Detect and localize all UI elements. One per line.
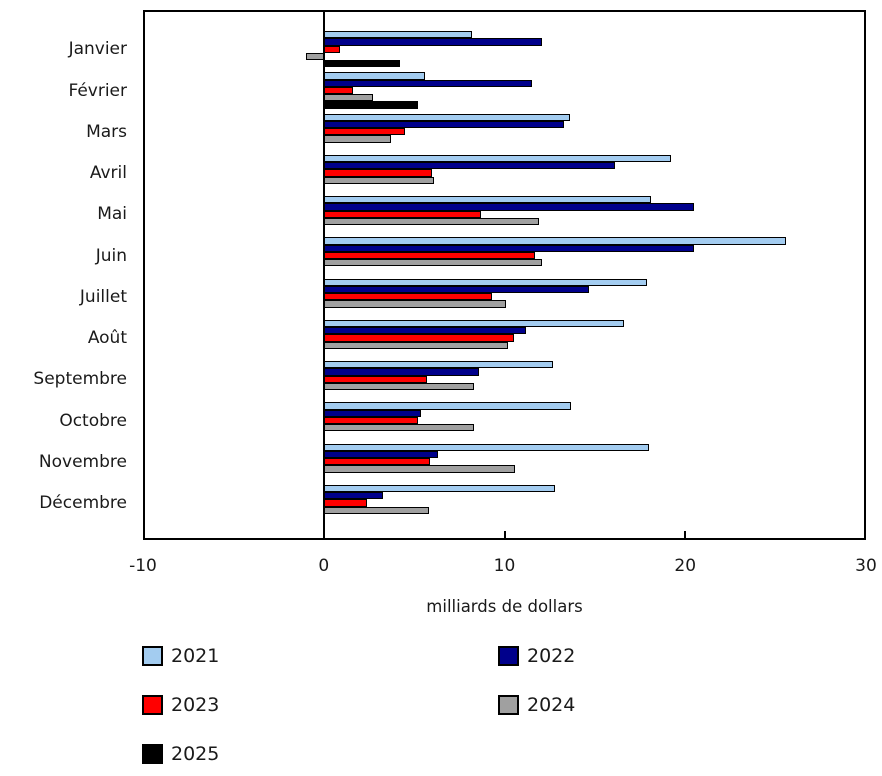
bar-2022-Juin — [323, 244, 695, 252]
bar-2023-Octobre — [323, 416, 418, 425]
bar-2022-Juillet — [323, 285, 590, 294]
x-tick-label-10: 10 — [493, 556, 516, 576]
legend-label-2025: 2025 — [171, 743, 220, 765]
bar-2022-Avril — [323, 162, 615, 170]
legend-swatch-2025 — [142, 744, 163, 764]
bar-2022-Mars — [323, 120, 565, 129]
bar-2023-Avril — [323, 169, 433, 177]
bar-2023-Septembre — [323, 375, 427, 383]
bar-2024-Mai — [323, 217, 539, 226]
bar-2021-Juillet — [323, 278, 648, 286]
bar-2022-Janvier — [323, 38, 543, 46]
y-axis-label-Janvier: Janvier — [68, 39, 127, 60]
y-axis-label-Avril: Avril — [89, 163, 127, 183]
x-axis-title: milliards de dollars — [426, 597, 583, 616]
bar-2023-Août — [323, 334, 514, 342]
bar-2023-Mars — [323, 128, 406, 136]
zero-axis-line — [322, 10, 325, 540]
x-tick-label-30: 30 — [855, 556, 877, 576]
bar-2024-Juillet — [323, 300, 507, 308]
bar-2021-Avril — [323, 154, 671, 163]
bar-2022-Mai — [323, 203, 695, 211]
bar-2022-Décembre — [323, 492, 384, 500]
bar-2025-Janvier — [323, 60, 400, 68]
bar-2021-Août — [323, 319, 624, 328]
bar-2022-Août — [323, 327, 527, 335]
plot-area — [143, 10, 866, 540]
legend-swatch-2021 — [142, 646, 163, 666]
bar-2022-Octobre — [323, 409, 422, 417]
y-axis-label-Juillet: Juillet — [79, 286, 127, 307]
plot-border — [143, 10, 866, 540]
bar-2024-Décembre — [323, 506, 429, 514]
bar-2023-Décembre — [323, 499, 368, 507]
bar-2024-Mars — [323, 135, 391, 143]
bar-2021-Décembre — [323, 484, 556, 493]
y-axis-label-Septembre: Septembre — [33, 369, 127, 390]
legend-label-2021: 2021 — [171, 645, 220, 667]
y-axis-label-Février: Février — [68, 80, 127, 101]
legend-label-2022: 2022 — [527, 645, 576, 667]
bar-2021-Mars — [323, 113, 570, 121]
bar-2021-Février — [323, 72, 425, 80]
x-tick-label--10: -10 — [129, 556, 157, 576]
bar-2024-Octobre — [323, 424, 474, 432]
bar-2022-Septembre — [323, 368, 480, 376]
bar-2021-Octobre — [323, 402, 572, 410]
bar-2022-Novembre — [323, 450, 438, 459]
bar-2023-Février — [323, 86, 353, 95]
legend-swatch-2024 — [498, 695, 519, 715]
bar-2024-Avril — [323, 176, 434, 184]
bar-2023-Juillet — [323, 293, 492, 301]
bar-2024-Janvier — [305, 52, 324, 61]
legend-swatch-2022 — [498, 646, 519, 666]
bar-2024-Juin — [323, 259, 543, 267]
bar-2023-Juin — [323, 251, 536, 260]
bar-2023-Janvier — [323, 45, 341, 53]
x-tick-mark-20 — [684, 531, 687, 538]
legend-swatch-2023 — [142, 695, 163, 715]
bar-2024-Août — [323, 341, 509, 349]
bar-2023-Novembre — [323, 458, 431, 466]
y-axis-label-Juin: Juin — [95, 245, 127, 266]
y-axis-label-Novembre: Novembre — [38, 451, 127, 472]
bar-2021-Janvier — [323, 31, 472, 39]
y-axis-label-Mai: Mai — [97, 204, 127, 225]
y-axis-label-Mars: Mars — [86, 121, 127, 142]
bar-2023-Mai — [323, 210, 481, 218]
y-axis-label-Octobre: Octobre — [59, 410, 127, 431]
bar-2024-Février — [323, 94, 373, 102]
y-axis-label-Août: Août — [87, 328, 127, 348]
x-tick-label-0: 0 — [318, 556, 330, 576]
bar-2024-Novembre — [323, 465, 516, 473]
bar-2021-Mai — [323, 196, 651, 204]
x-tick-label-20: 20 — [674, 556, 697, 576]
bar-2021-Septembre — [323, 361, 554, 369]
bar-2025-Février — [323, 101, 418, 109]
legend-label-2023: 2023 — [171, 694, 220, 716]
bar-2021-Juin — [323, 237, 787, 245]
legend-label-2024: 2024 — [527, 694, 576, 716]
bar-2024-Septembre — [323, 382, 474, 391]
bar-2021-Novembre — [323, 443, 650, 451]
x-tick-mark-10 — [503, 531, 506, 538]
y-axis-label-Décembre: Décembre — [39, 493, 127, 513]
bar-2022-Février — [323, 79, 532, 87]
